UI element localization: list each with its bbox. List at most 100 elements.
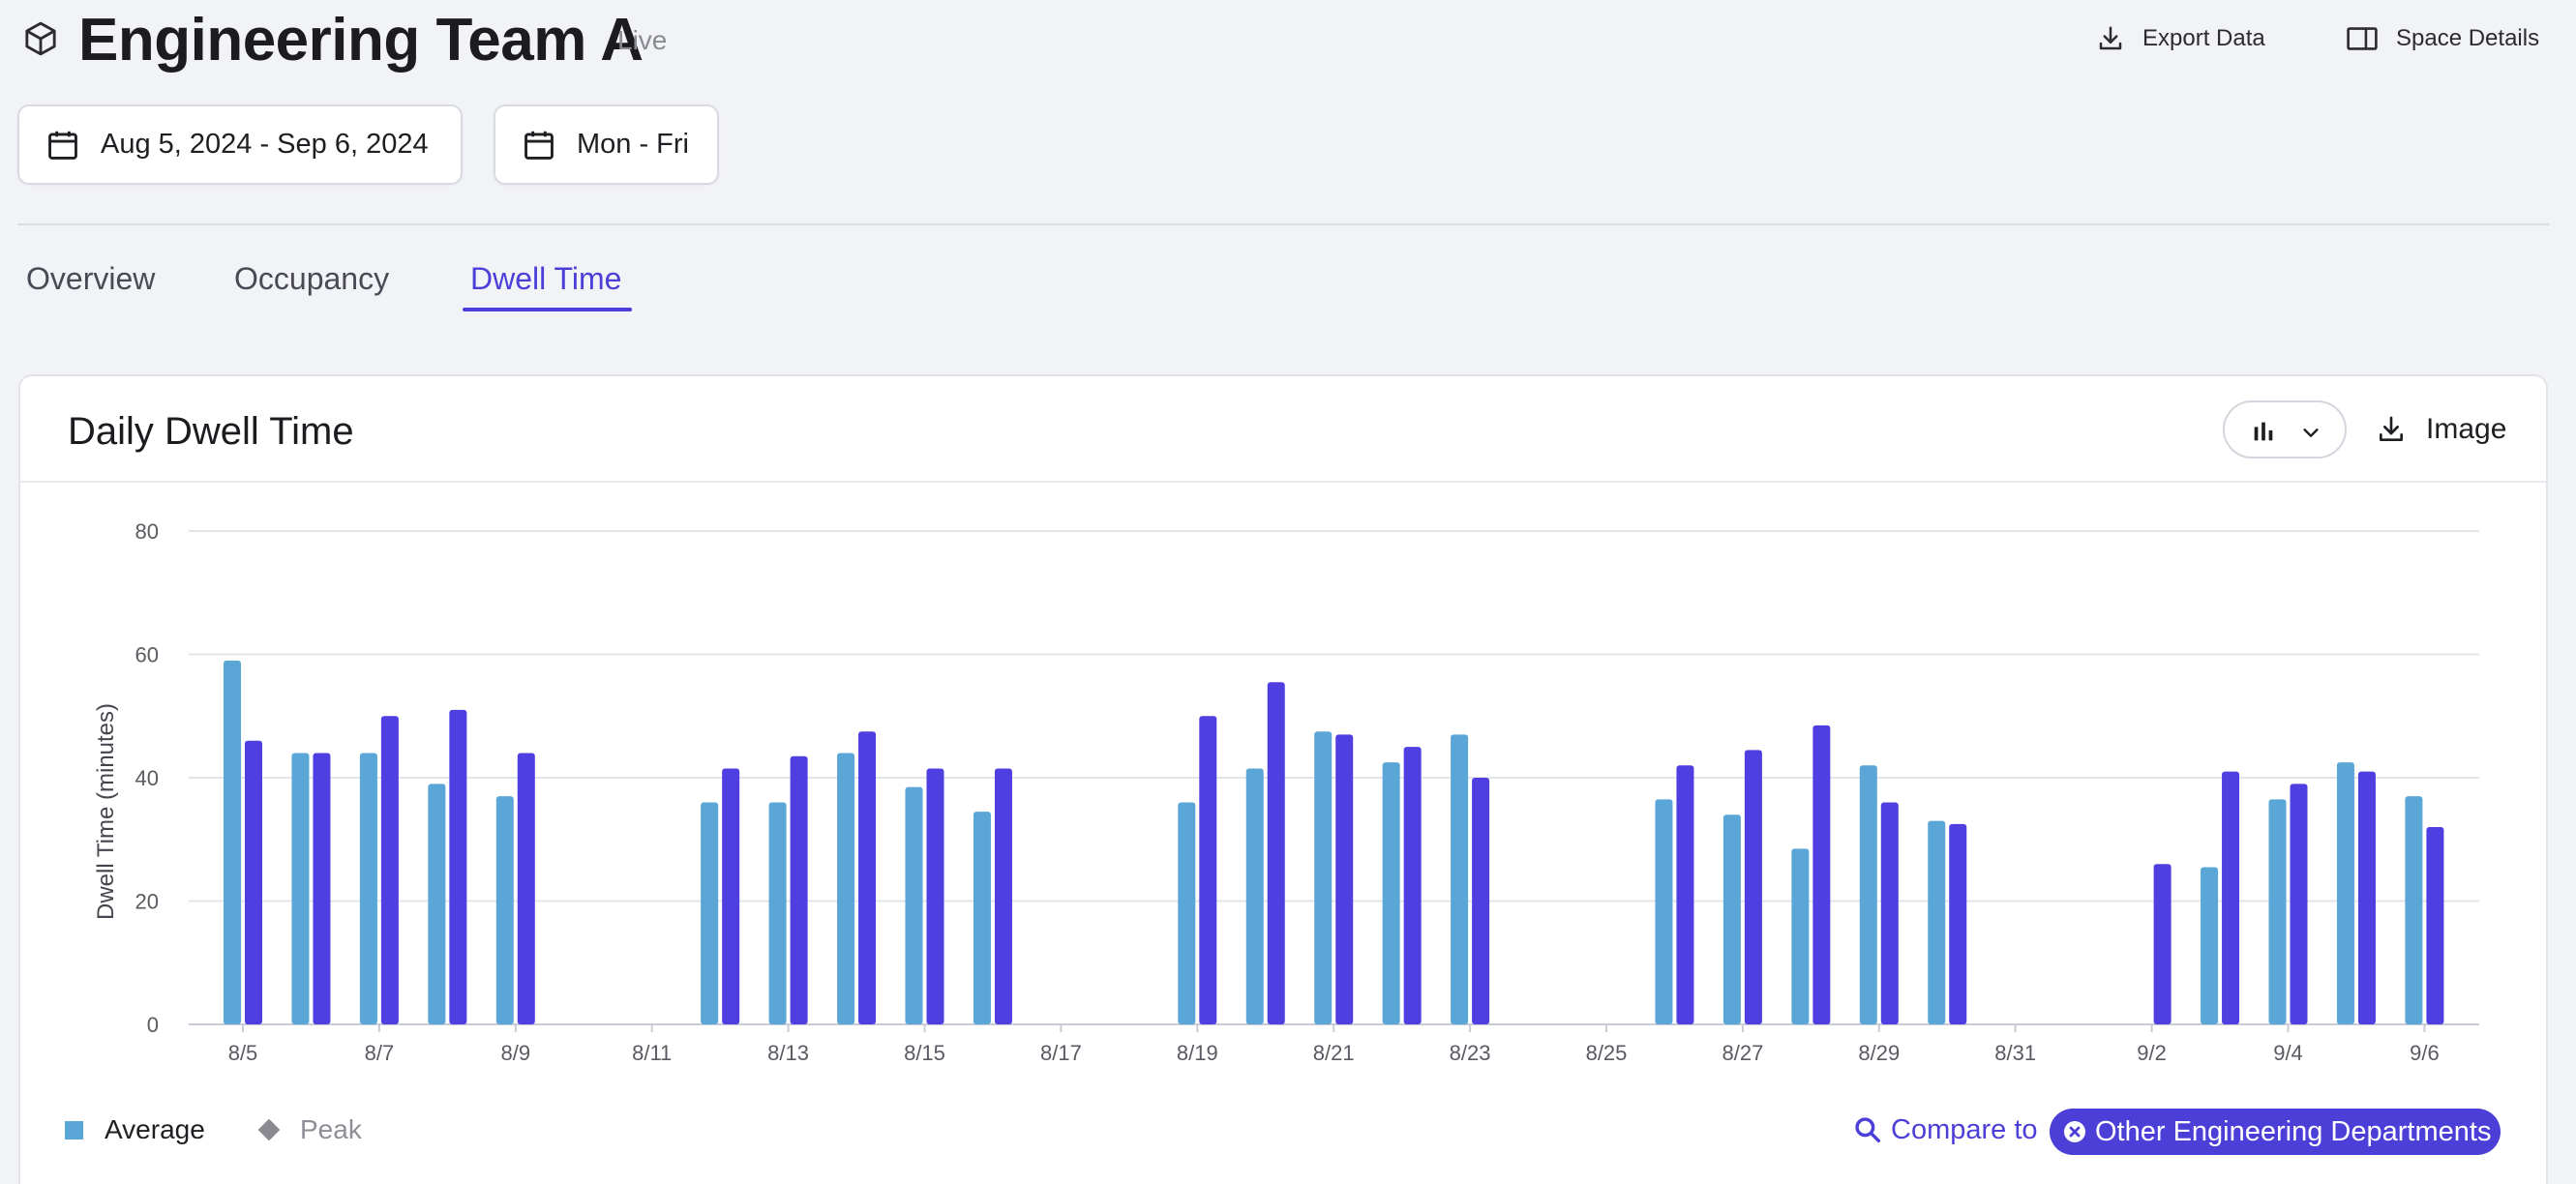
peak-bar bbox=[2153, 864, 2172, 1024]
x-tick-label: 8/15 bbox=[904, 1041, 945, 1065]
space-details-label: Space Details bbox=[2396, 25, 2540, 51]
chevron-down-icon bbox=[2303, 429, 2319, 437]
weekday-filter-value: Mon - Fri bbox=[577, 129, 689, 160]
compare-to-button[interactable]: Compare to bbox=[1852, 1112, 2038, 1147]
x-tick-label: 8/29 bbox=[1858, 1041, 1900, 1065]
x-tick-label: 8/9 bbox=[501, 1041, 531, 1065]
page-title: Engineering Team A bbox=[78, 7, 644, 74]
image-label: Image bbox=[2426, 413, 2507, 445]
legend-peak[interactable]: Peak bbox=[257, 1112, 362, 1147]
tab-overview[interactable]: Overview bbox=[26, 261, 156, 296]
download-icon bbox=[2380, 416, 2403, 441]
average-bar bbox=[359, 753, 377, 1024]
average-bar bbox=[1314, 731, 1333, 1024]
average-bar bbox=[2336, 762, 2354, 1024]
download-image-button[interactable]: Image bbox=[2376, 407, 2506, 452]
average-bar bbox=[1245, 768, 1264, 1024]
export-data-button[interactable]: Export Data bbox=[2096, 17, 2265, 60]
export-data-label: Export Data bbox=[2142, 25, 2265, 51]
average-bar bbox=[224, 660, 241, 1024]
peak-bar bbox=[1880, 802, 1899, 1024]
x-tick-label: 8/27 bbox=[1722, 1041, 1763, 1065]
peak-bar bbox=[994, 768, 1012, 1024]
close-circle-icon[interactable] bbox=[2063, 1120, 2086, 1143]
legend-average-label: Average bbox=[105, 1114, 205, 1144]
x-tick-label: 9/2 bbox=[2137, 1041, 2167, 1065]
live-status: Live bbox=[617, 25, 668, 55]
average-bar bbox=[1655, 799, 1673, 1024]
y-tick-label: 0 bbox=[147, 1013, 159, 1037]
date-range-value: Aug 5, 2024 - Sep 6, 2024 bbox=[101, 129, 429, 160]
average-bar bbox=[428, 784, 446, 1024]
x-tick-label: 9/6 bbox=[2410, 1041, 2440, 1065]
y-tick-label: 80 bbox=[135, 519, 159, 544]
peak-bar bbox=[1199, 716, 1217, 1024]
average-bar bbox=[768, 802, 787, 1024]
average-bar bbox=[1382, 762, 1400, 1024]
x-tick-label: 8/7 bbox=[365, 1041, 395, 1065]
card-title: Daily Dwell Time bbox=[68, 410, 354, 453]
average-bar bbox=[701, 802, 719, 1024]
y-axis-label: Dwell Time (minutes) bbox=[93, 703, 119, 920]
calendar-icon bbox=[524, 131, 554, 160]
calendar-icon bbox=[48, 131, 77, 160]
average-bar bbox=[2405, 796, 2423, 1024]
peak-bar bbox=[1812, 725, 1831, 1024]
page-header: Engineering Team A Live Export Data Spac… bbox=[0, 0, 2576, 87]
average-bar bbox=[837, 753, 855, 1024]
x-tick-label: 9/4 bbox=[2273, 1041, 2303, 1065]
peak-bar bbox=[1403, 747, 1422, 1024]
peak-bar bbox=[722, 768, 740, 1024]
x-tick-label: 8/11 bbox=[632, 1041, 672, 1065]
peak-bar bbox=[380, 716, 399, 1024]
y-tick-label: 20 bbox=[135, 890, 159, 914]
x-tick-label: 8/19 bbox=[1177, 1041, 1218, 1065]
comparison-chip[interactable]: Other Engineering Departments bbox=[2050, 1109, 2501, 1155]
download-icon bbox=[2099, 26, 2122, 50]
y-tick-label: 40 bbox=[135, 766, 159, 790]
peak-bar bbox=[449, 709, 467, 1024]
legend-peak-label: Peak bbox=[300, 1114, 362, 1144]
peak-bar bbox=[1744, 750, 1762, 1024]
average-bar bbox=[1859, 765, 1877, 1024]
cube-icon bbox=[25, 21, 56, 56]
tab-occupancy[interactable]: Occupancy bbox=[234, 261, 390, 296]
peak-bar bbox=[926, 768, 944, 1024]
peak-bar bbox=[858, 731, 877, 1024]
peak-bar bbox=[2222, 771, 2240, 1024]
legend-average[interactable]: Average bbox=[65, 1112, 205, 1147]
peak-bar bbox=[1335, 734, 1354, 1024]
average-bar bbox=[1722, 814, 1741, 1024]
x-tick-label: 8/5 bbox=[228, 1041, 258, 1065]
x-tick-label: 8/25 bbox=[1586, 1041, 1628, 1065]
card-header-divider bbox=[20, 481, 2546, 483]
tab-dwell-time[interactable]: Dwell Time bbox=[470, 261, 622, 296]
weekday-filter[interactable]: Mon - Fri bbox=[494, 104, 719, 185]
peak-bar bbox=[1267, 682, 1285, 1024]
average-bar bbox=[1178, 802, 1196, 1024]
bar-chart-icon bbox=[2254, 422, 2273, 441]
average-bar bbox=[291, 753, 310, 1024]
compare-to-label: Compare to bbox=[1891, 1114, 2038, 1145]
x-tick-label: 8/17 bbox=[1040, 1041, 1082, 1065]
active-tab-indicator bbox=[463, 308, 632, 311]
average-bar bbox=[973, 812, 991, 1024]
peak-bar bbox=[1472, 778, 1490, 1024]
peak-bar bbox=[790, 755, 808, 1024]
panel-icon bbox=[2347, 27, 2378, 50]
peak-bar bbox=[1949, 823, 1967, 1024]
chart-type-dropdown[interactable] bbox=[2223, 400, 2347, 459]
peak-bar bbox=[2426, 827, 2444, 1024]
average-bar bbox=[905, 786, 923, 1024]
peak-bar bbox=[245, 740, 262, 1024]
peak-bar bbox=[517, 753, 535, 1024]
space-details-button[interactable]: Space Details bbox=[2346, 17, 2539, 60]
peak-bar bbox=[2290, 784, 2308, 1024]
date-range-picker[interactable]: Aug 5, 2024 - Sep 6, 2024 bbox=[17, 104, 463, 185]
search-icon bbox=[1855, 1117, 1881, 1143]
peak-swatch-diamond-icon bbox=[257, 1118, 281, 1141]
peak-bar bbox=[1676, 765, 1694, 1024]
average-swatch bbox=[65, 1120, 83, 1140]
peak-bar bbox=[2357, 771, 2376, 1024]
